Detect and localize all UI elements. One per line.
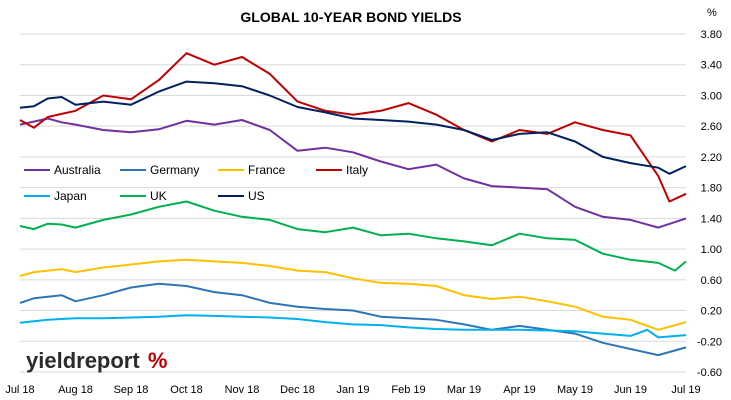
y-axis-ticks: 3.80 3.40 3.00 2.60 2.20 1.80 1.40 1.00 0.60 0.20…	[697, 29, 722, 379]
chart-title: GLOBAL 10-YEAR BOND YIELDS	[240, 9, 461, 25]
x-tick-label: Feb 19	[391, 384, 425, 396]
series-line-japan	[19, 314, 687, 339]
x-tick-label: Oct 18	[170, 384, 202, 396]
legend-label-uk: UK	[150, 189, 167, 203]
x-tick-label: Jul 19	[671, 384, 700, 396]
x-tick-label: Jul 18	[5, 384, 34, 396]
logo-text-mark: %	[148, 348, 168, 373]
series-line-us	[19, 80, 687, 175]
y-tick-label: 1.00	[701, 244, 722, 256]
legend-label-australia: Australia	[54, 163, 101, 177]
x-tick-label: Jan 19	[336, 384, 369, 396]
y-tick-label: -0.60	[697, 367, 722, 379]
legend-label-us: US	[248, 189, 265, 203]
y-tick-label: 0.60	[701, 275, 722, 287]
y-tick-label: 3.80	[701, 29, 722, 41]
x-tick-label: Jun 19	[614, 384, 647, 396]
series-line-uk	[19, 200, 687, 272]
x-tick-label: Aug 18	[58, 384, 93, 396]
gridlines	[20, 33, 686, 373]
series-line-italy	[19, 52, 687, 203]
legend-label-germany: Germany	[150, 163, 199, 177]
legend-label-japan: Japan	[54, 189, 87, 203]
x-tick-label: Apr 19	[503, 384, 535, 396]
series-line-germany	[19, 282, 687, 357]
yieldreport-logo: yieldreport %	[26, 348, 167, 373]
y-tick-label: 3.00	[701, 90, 722, 102]
unit-label: %	[707, 7, 717, 19]
y-tick-label: 2.20	[701, 152, 722, 164]
svg-text:yieldreport %: yieldreport %	[26, 348, 167, 373]
x-tick-label: Dec 18	[280, 384, 315, 396]
legend-label-italy: Italy	[346, 163, 368, 177]
legend-label-france: France	[248, 163, 286, 177]
legend: Australia Germany France Italy Japan UK US	[24, 163, 368, 203]
logo-text-main: yieldreport	[26, 348, 140, 373]
y-tick-label: 0.20	[701, 306, 722, 318]
series-lines	[19, 52, 687, 357]
y-tick-label: 2.60	[701, 121, 722, 133]
x-tick-label: Sep 18	[114, 384, 149, 396]
series-line-australia	[19, 117, 687, 229]
x-tick-label: Nov 18	[225, 384, 260, 396]
x-tick-label: May 19	[557, 384, 593, 396]
x-tick-label: Mar 19	[447, 384, 481, 396]
y-tick-label: 1.40	[701, 213, 722, 225]
series-line-france	[19, 258, 687, 331]
y-tick-label: 3.40	[701, 60, 722, 72]
y-tick-label: 1.80	[701, 183, 722, 195]
y-tick-label: -0.20	[697, 336, 722, 348]
x-axis-ticks: Jul 18 Aug 18 Sep 18 Oct 18 Nov 18 Dec 18 Jan …	[5, 384, 700, 396]
